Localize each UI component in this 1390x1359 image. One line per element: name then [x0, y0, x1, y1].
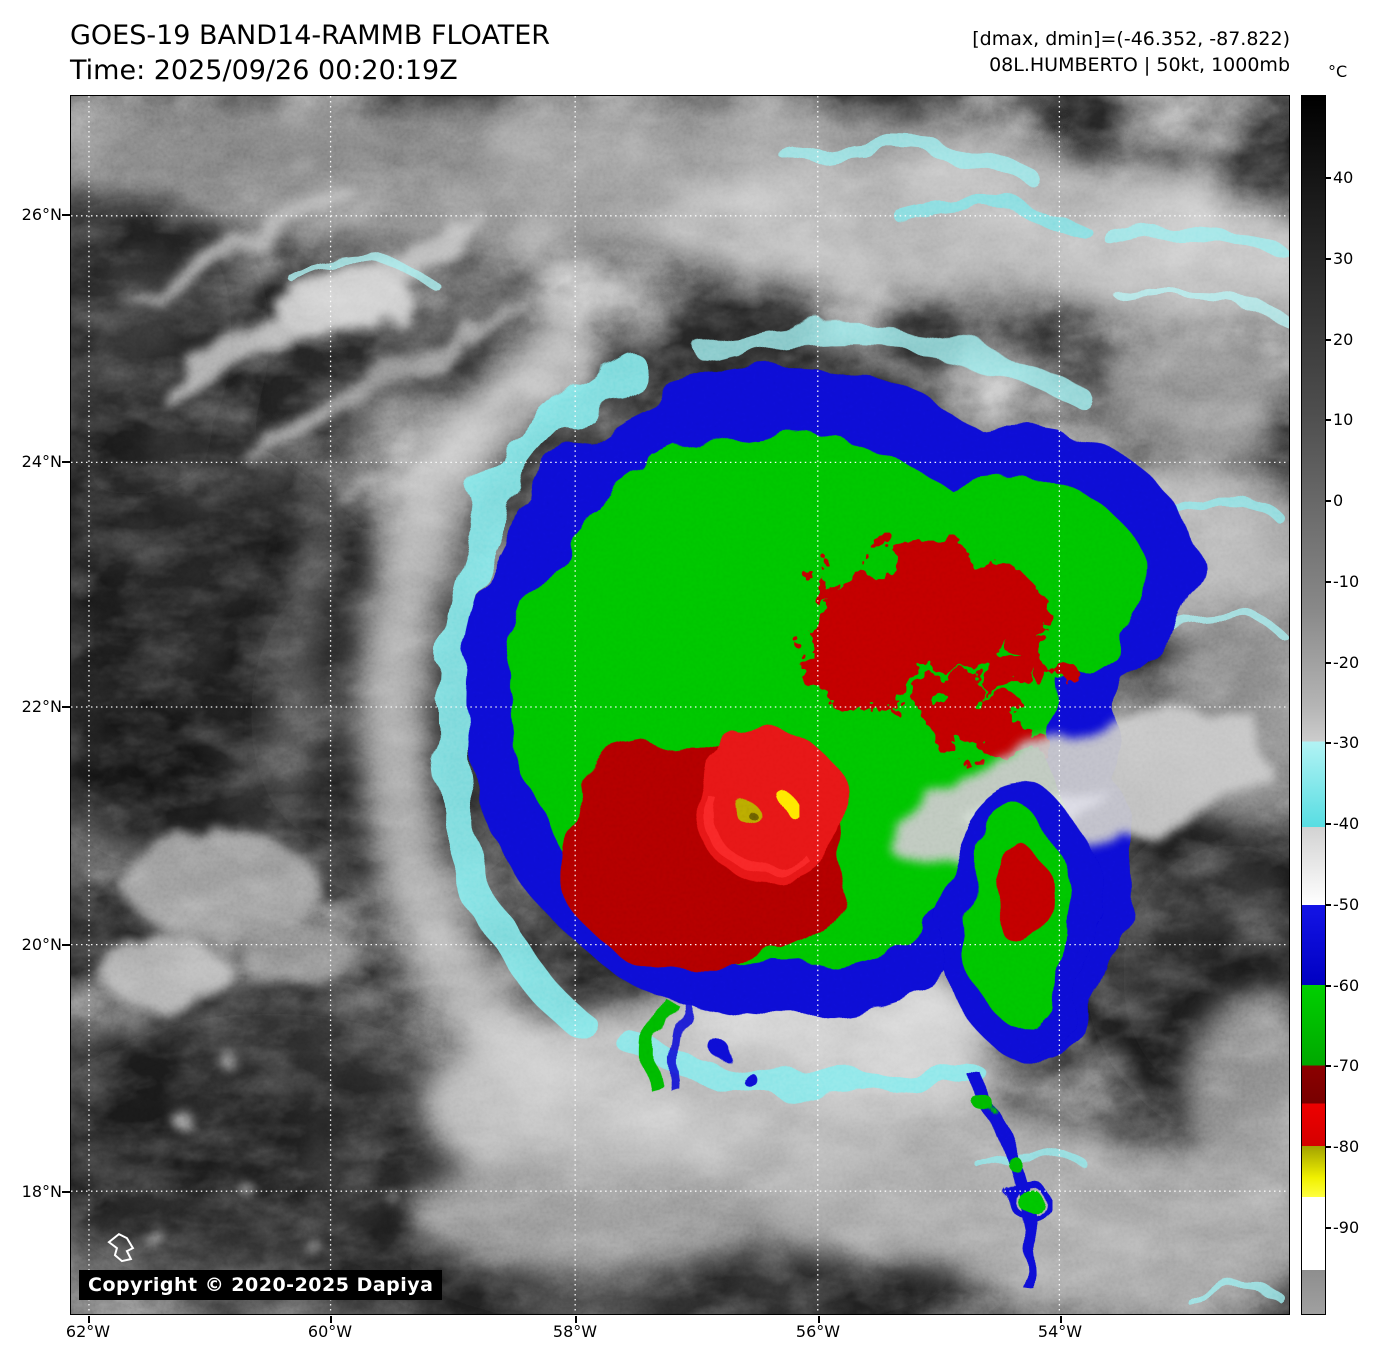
lat-label-26n: 26°N — [21, 205, 62, 224]
lon-label-62w: 62°W — [65, 1322, 111, 1341]
cbar-label-0: 0 — [1333, 491, 1344, 510]
colorbar-unit-label: °C — [1328, 62, 1348, 81]
cbar-tick — [1326, 823, 1331, 825]
cbar-label-m40: -40 — [1333, 814, 1360, 833]
cbar-tick — [1326, 985, 1331, 987]
cbar-tick — [1326, 419, 1331, 421]
cbar-label-m80: -80 — [1333, 1137, 1360, 1156]
grain-overlay — [71, 96, 1289, 1314]
lon-tick — [88, 1316, 90, 1323]
lat-tick — [62, 944, 70, 946]
satellite-map: Copyright © 2020-2025 Dapiya — [70, 95, 1290, 1315]
cbar-label-30: 30 — [1333, 249, 1354, 268]
lon-label-56w: 56°W — [795, 1322, 841, 1341]
header-right: [dmax, dmin]=(-46.352, -87.822) 08L.HUMB… — [972, 26, 1290, 78]
cbar-label-m20: -20 — [1333, 653, 1360, 672]
lat-lon-grid — [71, 96, 1289, 1314]
copyright-badge: Copyright © 2020-2025 Dapiya — [79, 1270, 443, 1300]
lat-label-18n: 18°N — [21, 1182, 62, 1201]
cbar-tick — [1326, 1065, 1331, 1067]
cbar-tick — [1326, 581, 1331, 583]
cbar-tick — [1326, 258, 1331, 260]
dmax-dmin-readout: [dmax, dmin]=(-46.352, -87.822) — [972, 28, 1290, 50]
cbar-tick — [1326, 1146, 1331, 1148]
cbar-tick — [1326, 1227, 1331, 1229]
lat-tick — [62, 706, 70, 708]
cbar-label-m70: -70 — [1333, 1056, 1360, 1075]
lat-tick — [62, 461, 70, 463]
lat-label-24n: 24°N — [21, 452, 62, 471]
lat-tick — [62, 1191, 70, 1193]
cbar-label-10: 10 — [1333, 410, 1354, 429]
cbar-label-m90: -90 — [1333, 1218, 1360, 1237]
cbar-tick — [1326, 177, 1331, 179]
cbar-label-20: 20 — [1333, 330, 1354, 349]
lat-label-20n: 20°N — [21, 935, 62, 954]
timestamp: Time: 2025/09/26 00:20:19Z — [70, 55, 458, 86]
cbar-tick — [1326, 662, 1331, 664]
cbar-tick — [1326, 339, 1331, 341]
header-left: GOES-19 BAND14-RAMMB FLOATER Time: 2025/… — [70, 18, 550, 88]
cbar-label-m60: -60 — [1333, 976, 1360, 995]
cbar-tick — [1326, 500, 1331, 502]
lat-tick — [62, 214, 70, 216]
cbar-label-m30: -30 — [1333, 733, 1360, 752]
island-outline — [107, 1232, 135, 1263]
storm-info: 08L.HUMBERTO | 50kt, 1000mb — [989, 54, 1290, 76]
lon-label-60w: 60°W — [307, 1322, 353, 1341]
lon-tick — [1060, 1316, 1062, 1323]
cbar-label-m10: -10 — [1333, 572, 1360, 591]
lon-label-54w: 54°W — [1037, 1322, 1083, 1341]
lon-tick — [575, 1316, 577, 1323]
cbar-tick — [1326, 904, 1331, 906]
cbar-tick — [1326, 742, 1331, 744]
product-title: GOES-19 BAND14-RAMMB FLOATER — [70, 20, 551, 51]
satellite-image — [71, 96, 1289, 1314]
temperature-colorbar — [1301, 95, 1326, 1315]
lat-label-22n: 22°N — [21, 697, 62, 716]
cbar-label-40: 40 — [1333, 168, 1354, 187]
lon-label-58w: 58°W — [552, 1322, 598, 1341]
lon-tick — [818, 1316, 820, 1323]
cbar-label-m50: -50 — [1333, 895, 1360, 914]
lon-tick — [330, 1316, 332, 1323]
